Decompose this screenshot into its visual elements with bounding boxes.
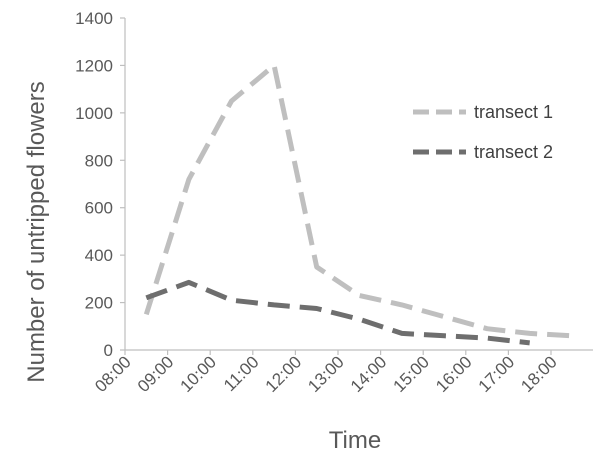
series-line-transect-2 bbox=[145, 279, 530, 346]
y-tick-label: 1000 bbox=[75, 104, 113, 123]
x-tick-label: 12:00 bbox=[262, 352, 306, 396]
x-tick-label: 11:00 bbox=[220, 352, 263, 395]
y-tick-label: 600 bbox=[85, 199, 113, 218]
x-tick-label: 18:00 bbox=[517, 352, 561, 396]
y-tick-label: 0 bbox=[104, 341, 113, 360]
x-tick-label: 14:00 bbox=[347, 352, 391, 396]
x-tick-label: 15:00 bbox=[390, 352, 434, 396]
y-tick-label: 800 bbox=[85, 151, 113, 170]
series-lines bbox=[143, 62, 573, 346]
x-tick-label: 09:00 bbox=[134, 352, 178, 396]
x-tick-label: 13:00 bbox=[304, 352, 348, 396]
x-axis-ticks: 08:00 09:00 10:00 11:00 12:00 13:00 14:00 15:00… bbox=[91, 350, 561, 396]
legend-label-transect-2: transect 2 bbox=[474, 142, 553, 162]
y-tick-label: 1400 bbox=[75, 9, 113, 28]
x-tick-label: 17:00 bbox=[475, 352, 519, 396]
legend-label-transect-1: transect 1 bbox=[474, 102, 553, 122]
axes bbox=[124, 18, 593, 351]
x-axis-title: Time bbox=[329, 427, 381, 454]
x-tick-label: 10:00 bbox=[177, 352, 221, 396]
series-line-transect-1 bbox=[143, 62, 573, 339]
y-tick-label: 400 bbox=[85, 246, 113, 265]
legend: transect 1 transect 2 bbox=[413, 102, 553, 162]
x-tick-label: 16:00 bbox=[432, 352, 476, 396]
x-tick-label: 08:00 bbox=[91, 352, 135, 396]
y-axis-title: Number of untripped flowers bbox=[23, 81, 50, 382]
y-tick-label: 200 bbox=[85, 294, 113, 313]
y-axis-ticks: 0 200 400 600 800 1000 1200 1400 bbox=[75, 9, 125, 360]
y-tick-label: 1200 bbox=[75, 56, 113, 75]
